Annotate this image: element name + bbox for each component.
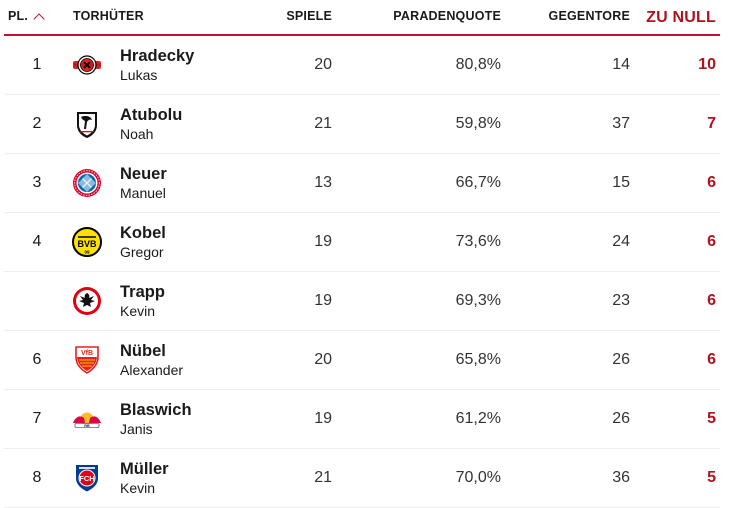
- goalkeeper-table: PL. TORHÜTER SPIELE PARADENQUOTE GEGENTO…: [4, 0, 720, 508]
- svg-text:09: 09: [84, 250, 90, 255]
- player-first-name: Manuel: [120, 184, 166, 201]
- player-name[interactable]: Müller Kevin: [120, 449, 169, 507]
- player-first-name: Janis: [120, 420, 153, 437]
- save-rate-cell: 70,0%: [455, 469, 501, 486]
- save-rate-cell: 66,7%: [455, 174, 501, 191]
- player-name[interactable]: Neuer Manuel: [120, 154, 167, 212]
- goals-against-cell: 15: [612, 174, 630, 191]
- player-last-name: Müller: [120, 459, 169, 478]
- clean-sheets-cell: 10: [698, 56, 716, 73]
- save-rate-cell: 59,8%: [455, 115, 501, 132]
- svg-text:VfB: VfB: [81, 350, 93, 357]
- clean-sheets-cell: 6: [707, 351, 716, 368]
- clean-sheets-cell: 6: [707, 174, 716, 191]
- table-row[interactable]: 6 VfB Nübel Alexander 20 65,8% 26 6: [4, 331, 720, 390]
- clean-sheets-cell: 5: [707, 469, 716, 486]
- rank-cell: 2: [32, 115, 42, 132]
- clean-sheets-header[interactable]: ZU NULL: [646, 9, 716, 26]
- bayern-crest-icon: [70, 154, 104, 212]
- save-rate-header[interactable]: PARADENQUOTE: [393, 9, 501, 23]
- player-first-name: Kevin: [120, 479, 156, 496]
- goals-against-cell: 37: [612, 115, 630, 132]
- player-first-name: Alexander: [120, 361, 184, 378]
- rank-cell: [4, 272, 70, 330]
- rank-cell: 6: [32, 351, 42, 368]
- heidenheim-crest-icon: FCH: [70, 449, 104, 507]
- rank-cell: 1: [32, 56, 42, 73]
- player-last-name: Nübel: [120, 341, 166, 360]
- rank-cell: 8: [32, 469, 42, 486]
- table-row[interactable]: 1 Hradecky Lukas 20 80,8% 14 10: [4, 36, 720, 95]
- save-rate-cell: 73,6%: [455, 233, 501, 250]
- clean-sheets-cell: 6: [707, 233, 716, 250]
- player-first-name: Kevin: [120, 302, 156, 319]
- rank-cell: 4: [32, 233, 42, 250]
- goals-against-cell: 24: [612, 233, 630, 250]
- player-last-name: Atubolu: [120, 105, 183, 124]
- player-last-name: Blaswich: [120, 400, 192, 419]
- games-cell: 20: [314, 56, 332, 73]
- table-row[interactable]: 2 Atubolu Noah 21 59,8% 37 7: [4, 95, 720, 154]
- player-name[interactable]: Atubolu Noah: [120, 95, 182, 153]
- leipzig-crest-icon: RB: [70, 390, 104, 448]
- games-cell: 19: [314, 410, 332, 427]
- goals-against-cell: 14: [612, 56, 630, 73]
- player-name[interactable]: Kobel Gregor: [120, 213, 166, 271]
- player-name[interactable]: Nübel Alexander: [120, 331, 183, 389]
- games-cell: 19: [314, 233, 332, 250]
- games-cell: 19: [314, 292, 332, 309]
- games-cell: 13: [314, 174, 332, 191]
- frankfurt-crest-icon: [70, 272, 104, 330]
- games-cell: 21: [314, 469, 332, 486]
- player-name[interactable]: Hradecky Lukas: [120, 36, 194, 94]
- table-row[interactable]: 8 FCH Müller Kevin 21 70,0% 36 5: [4, 449, 720, 508]
- table-row[interactable]: 3 Neuer Manuel 13 66,7% 15 6: [4, 154, 720, 213]
- player-last-name: Neuer: [120, 164, 167, 183]
- player-last-name: Kobel: [120, 223, 166, 242]
- table-row[interactable]: Trapp Kevin 19 69,3% 23 6: [4, 272, 720, 331]
- player-first-name: Gregor: [120, 243, 164, 260]
- table-row[interactable]: 7 RB Blaswich Janis 19 61,2% 26 5: [4, 390, 720, 449]
- player-last-name: Hradecky: [120, 46, 195, 65]
- clean-sheets-cell: 6: [707, 292, 716, 309]
- svg-text:FCH: FCH: [79, 474, 94, 483]
- svg-text:RB: RB: [84, 424, 90, 428]
- goals-against-header[interactable]: GEGENTORE: [548, 9, 630, 23]
- player-first-name: Noah: [120, 125, 154, 142]
- games-header[interactable]: SPIELE: [286, 9, 332, 23]
- goals-against-cell: 26: [612, 351, 630, 368]
- save-rate-cell: 80,8%: [455, 56, 501, 73]
- player-last-name: Trapp: [120, 282, 165, 301]
- sort-by-rank-header[interactable]: PL.: [8, 9, 45, 25]
- goals-against-cell: 23: [612, 292, 630, 309]
- games-cell: 20: [314, 351, 332, 368]
- goals-against-cell: 26: [612, 410, 630, 427]
- leverkusen-crest-icon: [70, 36, 104, 94]
- rank-cell: 3: [32, 174, 42, 191]
- save-rate-cell: 65,8%: [455, 351, 501, 368]
- player-first-name: Lukas: [120, 66, 158, 83]
- save-rate-cell: 69,3%: [455, 292, 501, 309]
- games-cell: 21: [314, 115, 332, 132]
- player-name[interactable]: Blaswich Janis: [120, 390, 192, 448]
- table-header: PL. TORHÜTER SPIELE PARADENQUOTE GEGENTO…: [4, 0, 720, 36]
- save-rate-cell: 61,2%: [455, 410, 501, 427]
- freiburg-crest-icon: [70, 95, 104, 153]
- stuttgart-crest-icon: VfB: [70, 331, 104, 389]
- rank-cell: 7: [32, 410, 42, 427]
- clean-sheets-cell: 7: [707, 115, 716, 132]
- goals-against-cell: 36: [612, 469, 630, 486]
- clean-sheets-cell: 5: [707, 410, 716, 427]
- svg-text:BVB: BVB: [77, 239, 97, 249]
- table-row[interactable]: 4 BVB 09 Kobel Gregor 19 73,6% 24 6: [4, 213, 720, 272]
- player-name[interactable]: Trapp Kevin: [120, 272, 165, 330]
- goalkeeper-header[interactable]: TORHÜTER: [73, 9, 144, 23]
- dortmund-crest-icon: BVB 09: [70, 213, 104, 271]
- chevron-up-icon: [33, 12, 45, 25]
- rank-header-label: PL.: [8, 9, 29, 23]
